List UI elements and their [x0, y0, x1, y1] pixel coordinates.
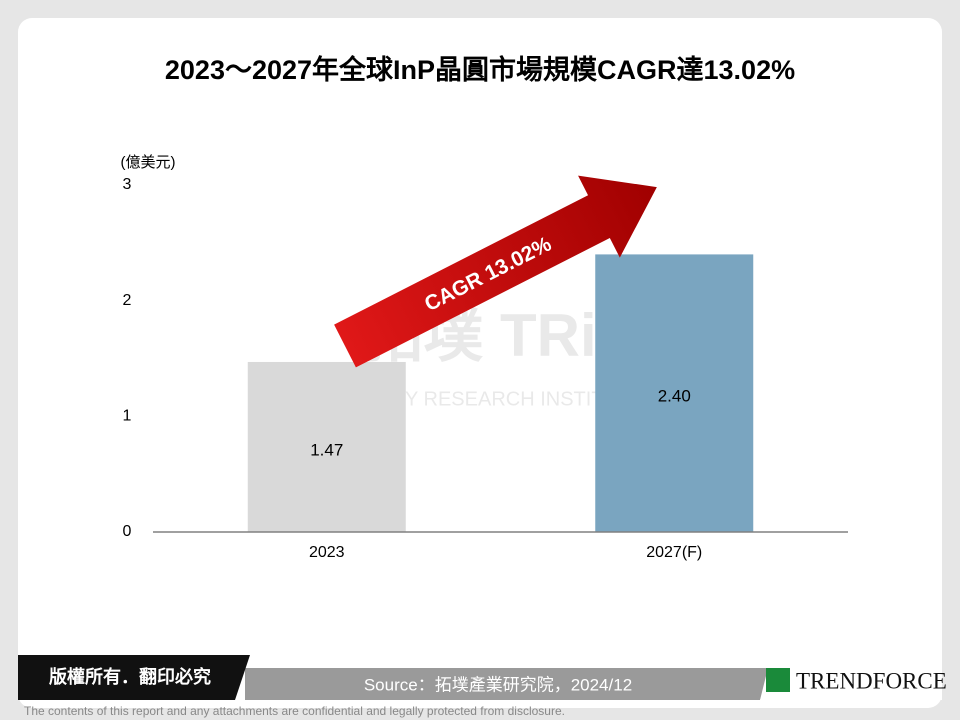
- card: [18, 18, 942, 708]
- y-axis-label: (億美元): [121, 154, 176, 171]
- copyright-box: [18, 655, 250, 700]
- source-bar: [245, 668, 775, 700]
- logo-box: [760, 640, 942, 700]
- bar: [247, 361, 406, 532]
- x-tick-label: 2023: [309, 544, 345, 561]
- value-label: 2.40: [658, 387, 691, 406]
- y-tick-label: 2: [123, 292, 132, 309]
- y-tick-label: 3: [123, 176, 132, 193]
- bar: [595, 254, 754, 532]
- disclaimer: The contents of this report and any atta…: [24, 704, 565, 718]
- value-label: 1.47: [310, 440, 343, 459]
- copyright: 版權所有．翻印必究: [49, 666, 211, 687]
- footer-bar: 版權所有．翻印必究 Source：拓墣產業研究院，2024/12 TRENDFO…: [18, 640, 947, 718]
- chart-title: 2023～2027年全球InP晶圓市場規模CAGR達13.02%: [165, 54, 795, 85]
- arrow-shape: [334, 175, 657, 368]
- y-tick-label: 0: [123, 523, 132, 540]
- logo-icon: [766, 668, 790, 692]
- logo: TRENDFORCE: [796, 668, 947, 693]
- source: Source：拓墣產業研究院，2024/12: [364, 675, 632, 694]
- y-tick-label: 1: [123, 408, 132, 425]
- x-tick-label: 2027(F): [646, 544, 702, 561]
